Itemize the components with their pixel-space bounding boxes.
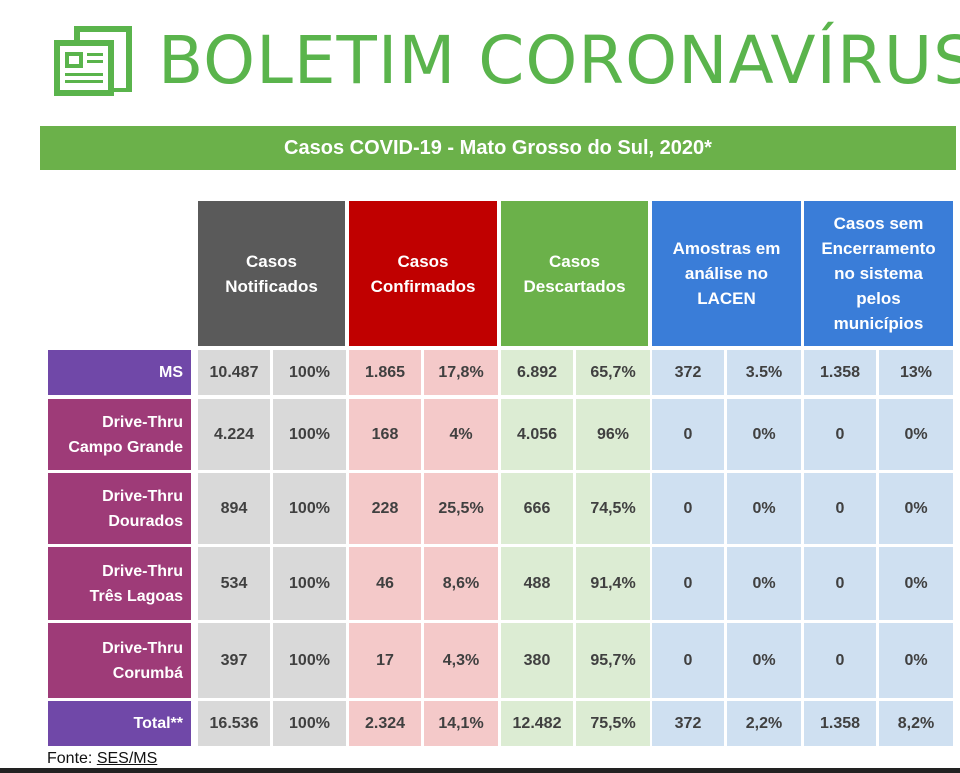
table-cell: 1.865 xyxy=(349,350,421,395)
table-cell: 91,4% xyxy=(576,547,650,620)
row-label: Drive-Thru Três Lagoas xyxy=(48,547,191,620)
table-cell: 12.482 xyxy=(501,701,573,746)
table-cell: 100% xyxy=(273,701,346,746)
table-cell: 0% xyxy=(879,547,953,620)
table-cell: 894 xyxy=(198,473,270,544)
table-cell: 0 xyxy=(804,547,876,620)
table-cell: 17 xyxy=(349,623,421,698)
source-note: Fonte: SES/MS xyxy=(47,750,157,768)
column-header-casos-notificados: Casos Notificados xyxy=(198,201,345,346)
table-cell: 10.487 xyxy=(198,350,270,395)
table-cell: 100% xyxy=(273,623,346,698)
table-cell: 0% xyxy=(727,623,801,698)
table-cell: 168 xyxy=(349,399,421,470)
table-cell: 8,2% xyxy=(879,701,953,746)
table-cell: 0 xyxy=(804,623,876,698)
table-cell: 0 xyxy=(652,547,724,620)
table-cell: 4,3% xyxy=(424,623,498,698)
table-cell: 372 xyxy=(652,350,724,395)
table-cell: 380 xyxy=(501,623,573,698)
table-cell: 2,2% xyxy=(727,701,801,746)
column-header-casos-descartados: Casos Descartados xyxy=(501,201,648,346)
table-cell: 74,5% xyxy=(576,473,650,544)
row-label: MS xyxy=(48,350,191,395)
table-cell: 17,8% xyxy=(424,350,498,395)
table-cell: 96% xyxy=(576,399,650,470)
table-cell: 534 xyxy=(198,547,270,620)
table-cell: 372 xyxy=(652,701,724,746)
table-cell: 75,5% xyxy=(576,701,650,746)
table-cell: 0% xyxy=(879,473,953,544)
table-cell: 228 xyxy=(349,473,421,544)
table-cell: 100% xyxy=(273,350,346,395)
table-cell: 0 xyxy=(804,399,876,470)
table-cell: 3.5% xyxy=(727,350,801,395)
table-cell: 65,7% xyxy=(576,350,650,395)
table-cell: 100% xyxy=(273,399,346,470)
row-label: Drive-Thru Dourados xyxy=(48,473,191,544)
table-cell: 666 xyxy=(501,473,573,544)
table-cell: 95,7% xyxy=(576,623,650,698)
bottom-rule xyxy=(0,768,960,773)
table-cell: 0% xyxy=(727,399,801,470)
table-cell: 4.056 xyxy=(501,399,573,470)
column-header-casos-sem-encerramento: Casos sem Encerramento no sistema pelos … xyxy=(804,201,953,346)
source-link[interactable]: SES/MS xyxy=(96,750,158,767)
table-cell: 46 xyxy=(349,547,421,620)
column-header-amostras-lacen: Amostras em análise no LACEN xyxy=(652,201,801,346)
table-cell: 13% xyxy=(879,350,953,395)
table-cell: 1.358 xyxy=(804,350,876,395)
table-cell: 14,1% xyxy=(424,701,498,746)
table-cell: 0% xyxy=(727,547,801,620)
table-cell: 8,6% xyxy=(424,547,498,620)
table-cell: 1.358 xyxy=(804,701,876,746)
row-label: Drive-Thru Corumbá xyxy=(48,623,191,698)
column-header-casos-confirmados: Casos Confirmados xyxy=(349,201,497,346)
table-cell: 4% xyxy=(424,399,498,470)
table-cell: 0% xyxy=(879,399,953,470)
source-prefix: Fonte: xyxy=(47,750,97,767)
table-cell: 6.892 xyxy=(501,350,573,395)
table-cell: 4.224 xyxy=(198,399,270,470)
table-cell: 0 xyxy=(652,623,724,698)
table-cell: 488 xyxy=(501,547,573,620)
table-cell: 0% xyxy=(727,473,801,544)
table-cell: 0 xyxy=(652,473,724,544)
table-cell: 0% xyxy=(879,623,953,698)
newspaper-icon xyxy=(54,26,132,96)
table-cell: 397 xyxy=(198,623,270,698)
row-label: Total** xyxy=(48,701,191,746)
table-cell: 16.536 xyxy=(198,701,270,746)
page-title: BOLETIM CORONAVÍRUS xyxy=(158,22,960,99)
table-cell: 100% xyxy=(273,547,346,620)
table-cell: 100% xyxy=(273,473,346,544)
table-cell: 0 xyxy=(804,473,876,544)
table-cell: 25,5% xyxy=(424,473,498,544)
table-cell: 0 xyxy=(652,399,724,470)
row-label: Drive-Thru Campo Grande xyxy=(48,399,191,470)
table-cell: 2.324 xyxy=(349,701,421,746)
table-caption: Casos COVID-19 - Mato Grosso do Sul, 202… xyxy=(40,126,956,170)
